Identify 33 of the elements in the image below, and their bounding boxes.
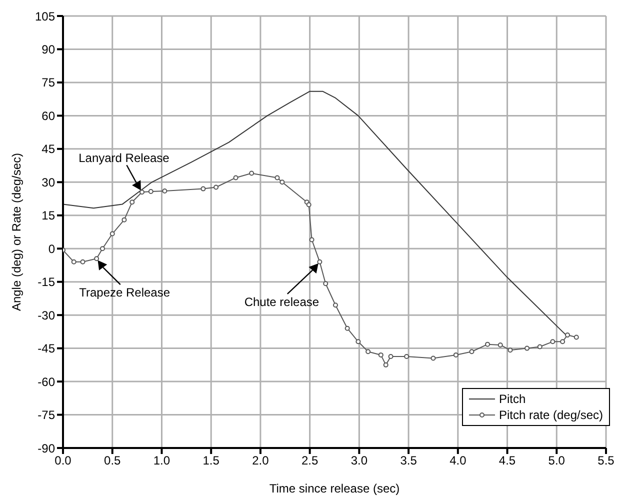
- y-tick-label: -90: [38, 441, 56, 456]
- x-axis-title: Time since release (sec): [269, 482, 400, 496]
- x-tick-label: 4.0: [450, 454, 467, 468]
- y-tick-label: -45: [38, 342, 56, 356]
- legend-label: Pitch rate (deg/sec): [498, 407, 603, 423]
- annotation: Trapeze Release: [79, 286, 170, 300]
- y-tick-label: 60: [42, 108, 56, 123]
- x-tick-label: 3.0: [350, 454, 368, 468]
- y-tick-label: 45: [42, 142, 56, 156]
- x-tick-label: 1.5: [202, 454, 220, 468]
- x-tick-label: 2.5: [301, 454, 318, 468]
- x-tick-label: 1.0: [153, 454, 170, 468]
- legend-label: Pitch: [498, 391, 526, 407]
- y-tick-label: 30: [42, 175, 56, 190]
- x-tick-label: 2.0: [252, 454, 270, 468]
- annotation: Lanyard Release: [78, 151, 170, 166]
- y-tick-label: -75: [38, 408, 56, 422]
- y-tick-label: 15: [42, 208, 56, 223]
- y-tick-label: -60: [38, 374, 56, 389]
- x-tick-label: 5.5: [598, 454, 615, 468]
- x-tick-label: 4.5: [498, 454, 516, 468]
- y-tick-label: 105: [34, 9, 56, 24]
- x-tick-label: 3.5: [400, 454, 418, 468]
- y-tick-label: 75: [42, 76, 56, 90]
- annotation: Chute release: [244, 294, 320, 309]
- y-tick-label: -30: [38, 308, 56, 322]
- y-tick-label: 90: [42, 42, 56, 56]
- y-tick-label: -15: [38, 275, 56, 290]
- y-tick-label: 0: [48, 242, 56, 256]
- x-tick-label: 0.0: [54, 454, 72, 468]
- x-tick-label: 5.0: [548, 454, 566, 468]
- y-axis-title: Angle (deg) or Rate (deg/sec): [9, 152, 24, 312]
- x-tick-label: 0.5: [104, 454, 122, 468]
